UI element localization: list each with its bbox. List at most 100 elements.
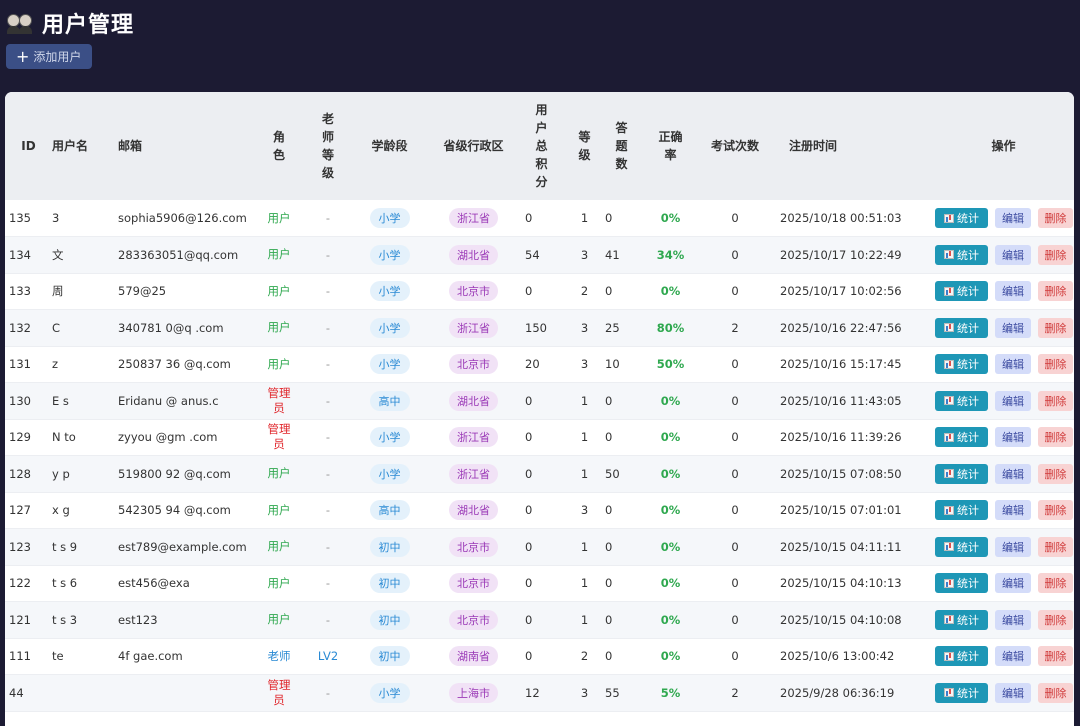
col-role[interactable]: 角色 bbox=[272, 130, 285, 162]
col-province[interactable]: 省级行政区 bbox=[443, 139, 504, 153]
edit-button[interactable]: 编辑 bbox=[995, 427, 1031, 448]
stats-button[interactable]: 统计 bbox=[935, 281, 988, 302]
col-exams[interactable]: 考试次数 bbox=[710, 139, 759, 153]
cell-actions: 统计 编辑 删除 bbox=[933, 310, 1074, 347]
cell-accuracy: 0% bbox=[660, 393, 681, 408]
add-user-button[interactable]: + 添加用户 bbox=[6, 44, 93, 69]
edit-button[interactable]: 编辑 bbox=[995, 500, 1031, 521]
col-username[interactable]: 用户名 bbox=[52, 139, 89, 153]
edit-button[interactable]: 编辑 bbox=[995, 463, 1031, 484]
stats-button[interactable]: 统计 bbox=[935, 500, 988, 521]
col-total-score[interactable]: 用户总积分 bbox=[535, 103, 548, 189]
edit-button[interactable]: 编辑 bbox=[995, 390, 1031, 411]
delete-button[interactable]: 删除 bbox=[1038, 354, 1073, 375]
cell-actions: 统计 编辑 删除 bbox=[933, 638, 1074, 675]
stats-button[interactable]: 统计 bbox=[935, 354, 988, 375]
edit-button[interactable]: 编辑 bbox=[995, 536, 1031, 557]
edit-button[interactable]: 编辑 bbox=[995, 281, 1031, 302]
cell-level: 1 bbox=[580, 576, 589, 591]
delete-button[interactable]: 删除 bbox=[1038, 646, 1073, 667]
cell-answered: 0 bbox=[605, 649, 613, 664]
cell-role: 用户 bbox=[267, 612, 291, 627]
cell-level: 1 bbox=[580, 539, 589, 554]
cell-actions: 统计 编辑 删除 bbox=[933, 237, 1074, 274]
cell-email bbox=[118, 675, 247, 712]
cell-province: 湖南省 bbox=[434, 638, 513, 675]
delete-button[interactable]: 删除 bbox=[1038, 536, 1073, 557]
col-level[interactable]: 等级 bbox=[578, 130, 591, 162]
edit-button[interactable]: 编辑 bbox=[995, 573, 1031, 594]
cell-email: sophia5906@126.com bbox=[118, 211, 247, 225]
edit-button[interactable]: 编辑 bbox=[995, 609, 1031, 630]
cell-username: 文 bbox=[52, 247, 64, 262]
cell-actions: 统计 编辑 删除 bbox=[933, 675, 1074, 712]
edit-button[interactable]: 编辑 bbox=[995, 354, 1031, 375]
stats-button[interactable]: 统计 bbox=[935, 573, 988, 594]
delete-button[interactable]: 删除 bbox=[1038, 390, 1073, 411]
col-answered[interactable]: 答题数 bbox=[615, 121, 628, 171]
cell-exams: 0 bbox=[731, 430, 739, 445]
stats-button[interactable]: 统计 bbox=[935, 390, 988, 411]
edit-button[interactable]: 编辑 bbox=[995, 244, 1031, 265]
delete-button[interactable]: 删除 bbox=[1038, 281, 1073, 302]
cell-exams: 0 bbox=[731, 503, 739, 518]
col-stage[interactable]: 学龄段 bbox=[371, 139, 408, 153]
cell-score: 0 bbox=[525, 612, 533, 627]
stage-badge: 小学 bbox=[369, 354, 410, 375]
stats-button[interactable]: 统计 bbox=[935, 609, 988, 630]
table-row: 128 y p 519800 92 @q.com 用户 - 小学 浙江省 0 1 50 0% 0 202… bbox=[5, 455, 1074, 492]
stats-button[interactable]: 统计 bbox=[935, 427, 988, 448]
delete-button[interactable]: 删除 bbox=[1038, 500, 1073, 521]
stats-button[interactable]: 统计 bbox=[935, 682, 988, 703]
col-accuracy[interactable]: 正确率 bbox=[658, 130, 683, 162]
stage-badge: 初中 bbox=[369, 646, 410, 667]
col-teacher-level[interactable]: 老师等级 bbox=[321, 112, 334, 180]
cell-email: 542305 94 @q.com bbox=[118, 503, 231, 518]
province-badge: 北京市 bbox=[449, 536, 498, 557]
stats-button[interactable]: 统计 bbox=[935, 463, 988, 484]
delete-button[interactable]: 删除 bbox=[1038, 427, 1073, 448]
cell-province: 浙江省 bbox=[434, 200, 513, 237]
cell-actions: 统计 编辑 删除 bbox=[933, 346, 1074, 383]
cell-exams: 0 bbox=[731, 539, 739, 554]
edit-button[interactable]: 编辑 bbox=[995, 646, 1031, 667]
table-row: 129 N to zyyou @gm .com 管理员 - 小学 浙江省 0 1 0 0% 0 2025… bbox=[5, 419, 1074, 456]
delete-button[interactable]: 删除 bbox=[1038, 609, 1073, 630]
table-row: 132 C 340781 0@q .com 用户 - 小学 浙江省 150 3 25 80% 2 202… bbox=[5, 309, 1074, 347]
province-badge: 北京市 bbox=[449, 609, 498, 630]
edit-button[interactable]: 编辑 bbox=[995, 208, 1031, 228]
delete-button[interactable]: 删除 bbox=[1038, 573, 1073, 594]
col-id[interactable]: ID bbox=[21, 139, 36, 153]
cell-score: 20 bbox=[525, 357, 540, 372]
delete-button[interactable]: 删除 bbox=[1038, 317, 1073, 338]
cell-email: est456@exa bbox=[118, 576, 190, 591]
stats-button[interactable]: 统计 bbox=[935, 317, 988, 338]
cell-score: 12 bbox=[525, 685, 540, 700]
cell-role: 用户 bbox=[267, 466, 291, 481]
cell-stage: 初中 bbox=[345, 602, 434, 639]
cell-exams: 0 bbox=[731, 357, 739, 372]
cell-accuracy: 0% bbox=[660, 466, 681, 481]
stats-button[interactable]: 统计 bbox=[935, 244, 988, 265]
stats-button[interactable]: 统计 bbox=[935, 536, 988, 557]
delete-button[interactable]: 删除 bbox=[1038, 463, 1073, 484]
cell-province: 北京市 bbox=[434, 602, 513, 639]
cell-province: 上海市 bbox=[434, 675, 513, 712]
edit-button[interactable]: 编辑 bbox=[995, 317, 1031, 338]
cell-registered: 2025/10/18 00:51:03 bbox=[780, 211, 902, 225]
delete-button[interactable]: 删除 bbox=[1038, 244, 1073, 265]
delete-button[interactable]: 删除 bbox=[1038, 682, 1073, 703]
cell-username: t s 6 bbox=[52, 576, 78, 591]
stats-button[interactable]: 统计 bbox=[935, 646, 988, 667]
stage-badge: 小学 bbox=[369, 682, 410, 703]
col-email[interactable]: 邮箱 bbox=[118, 139, 143, 153]
cell-accuracy: 0% bbox=[660, 539, 681, 554]
edit-button[interactable]: 编辑 bbox=[995, 682, 1031, 703]
cell-username: 3 bbox=[52, 211, 60, 225]
stats-button[interactable]: 统计 bbox=[935, 208, 988, 228]
cell-answered: 0 bbox=[605, 211, 613, 225]
cell-answered: 0 bbox=[605, 539, 613, 554]
delete-button[interactable]: 删除 bbox=[1038, 208, 1073, 228]
col-registered[interactable]: 注册时间 bbox=[789, 139, 838, 153]
cell-teacher-level: - bbox=[325, 320, 331, 335]
